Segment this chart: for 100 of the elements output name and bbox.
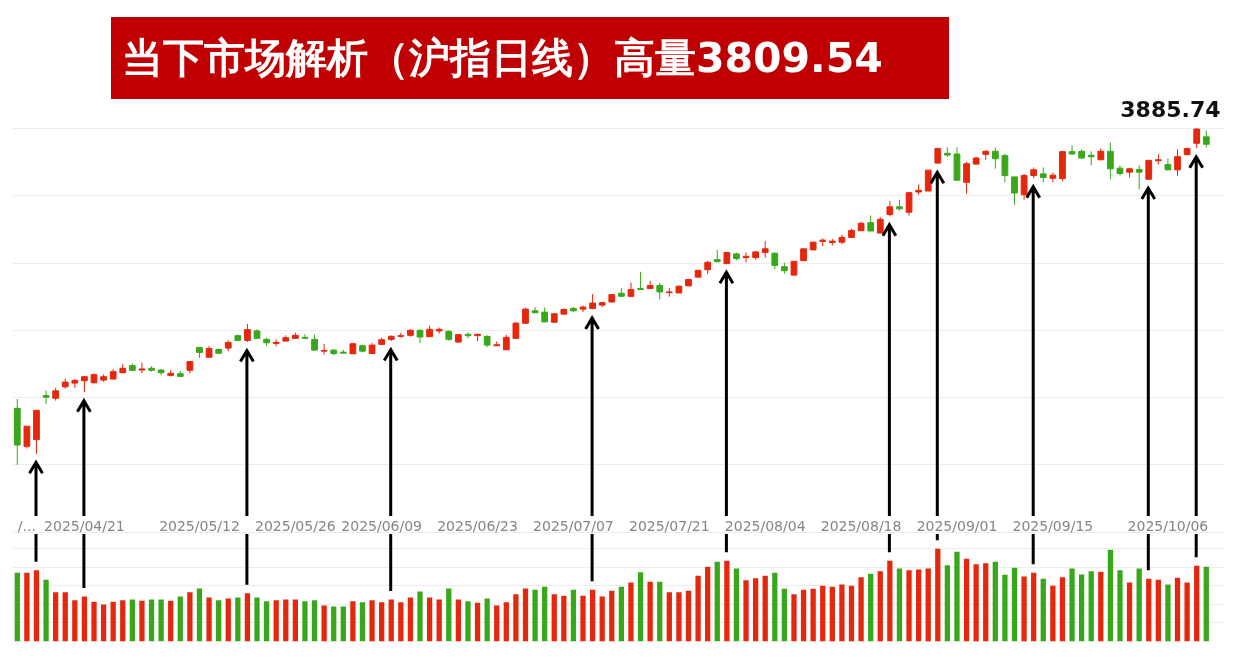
bar xyxy=(829,586,835,642)
bar xyxy=(263,601,270,642)
bar xyxy=(983,563,989,642)
bar xyxy=(800,589,807,642)
candlestick xyxy=(963,161,970,195)
bar xyxy=(292,599,298,642)
bar xyxy=(1088,571,1094,642)
candlestick xyxy=(991,147,999,170)
candlestick xyxy=(646,280,654,290)
bar xyxy=(177,596,183,642)
bar xyxy=(820,585,826,642)
bar xyxy=(752,578,759,642)
bar xyxy=(14,572,20,642)
bar xyxy=(436,599,442,642)
candlestick xyxy=(1164,157,1172,171)
bar xyxy=(839,584,845,642)
x-tick-label: 2025/09/15 xyxy=(1012,517,1094,534)
bar xyxy=(43,579,49,642)
bar xyxy=(1059,577,1066,642)
bar xyxy=(225,598,231,642)
bar xyxy=(484,598,490,642)
candlestick xyxy=(301,333,309,340)
bar xyxy=(705,566,711,642)
candlestick xyxy=(23,425,31,449)
bar xyxy=(129,599,135,642)
bar xyxy=(110,601,116,642)
x-tick-label: 2025/05/12 xyxy=(159,517,240,534)
bar xyxy=(1136,568,1142,642)
bar xyxy=(503,602,509,642)
bar xyxy=(350,601,356,642)
x-tick-label: 2025/07/21 xyxy=(628,517,710,534)
bar xyxy=(762,575,768,642)
candlestick xyxy=(905,191,913,217)
bar xyxy=(1155,579,1161,642)
text: 3885.74 xyxy=(1120,96,1221,122)
x-tick-label: 2025/09/01 xyxy=(916,517,998,534)
bar xyxy=(474,602,481,642)
bar xyxy=(973,564,979,642)
bar xyxy=(148,599,155,642)
bar xyxy=(1002,574,1008,642)
bar xyxy=(570,589,577,642)
x-tick-label: 2025/06/23 xyxy=(437,517,518,534)
bar xyxy=(196,588,203,642)
bar xyxy=(1117,570,1123,642)
bar xyxy=(992,561,998,642)
bar xyxy=(657,581,663,642)
candlestick xyxy=(1174,148,1181,177)
bar xyxy=(743,580,749,642)
bar xyxy=(772,572,778,642)
bar xyxy=(944,565,951,642)
candlestick xyxy=(1049,172,1057,183)
bar xyxy=(62,592,68,642)
bar xyxy=(733,568,740,642)
bar xyxy=(637,572,644,642)
bar xyxy=(542,586,548,642)
bar xyxy=(1011,567,1018,642)
bar xyxy=(628,582,634,642)
x-tick-label: 2025/05/26 xyxy=(255,517,336,534)
bar xyxy=(100,604,107,642)
chart-title: 当下市场解析（沪指日线）高量3809.54 xyxy=(122,33,883,84)
candlestick xyxy=(924,169,932,192)
bar xyxy=(647,581,653,642)
bar xyxy=(695,575,701,642)
bar xyxy=(925,568,931,642)
bar xyxy=(887,560,893,642)
bar xyxy=(273,600,279,642)
bar xyxy=(522,588,529,642)
bar xyxy=(561,595,567,642)
bar xyxy=(781,588,788,642)
bar xyxy=(53,592,59,642)
bar xyxy=(426,597,433,642)
candlestick xyxy=(42,390,50,405)
bar xyxy=(24,572,30,642)
bar xyxy=(321,605,327,642)
bar xyxy=(810,588,816,642)
bar xyxy=(1069,568,1075,642)
bar xyxy=(331,606,337,642)
bar xyxy=(187,592,193,642)
bar xyxy=(369,600,375,642)
bar xyxy=(609,590,615,642)
bar xyxy=(216,600,222,642)
candlestick xyxy=(531,306,539,314)
bar xyxy=(254,597,260,642)
bar xyxy=(791,594,797,642)
bar xyxy=(1165,584,1171,642)
bar xyxy=(340,606,346,642)
bar xyxy=(168,600,174,642)
candlestick xyxy=(138,362,146,374)
x-tick-label: /... xyxy=(17,517,36,534)
bar xyxy=(666,592,672,642)
bar xyxy=(311,600,318,642)
bar xyxy=(580,595,586,642)
x-tick-label: 2025/07/07 xyxy=(533,517,614,534)
bar xyxy=(1194,565,1200,642)
x-tick-label: 2025/10/06 xyxy=(1127,517,1209,534)
bar xyxy=(120,600,126,642)
candlestick xyxy=(637,271,644,291)
candlestick xyxy=(1068,145,1076,156)
bar xyxy=(724,560,730,642)
bar xyxy=(1174,577,1181,642)
